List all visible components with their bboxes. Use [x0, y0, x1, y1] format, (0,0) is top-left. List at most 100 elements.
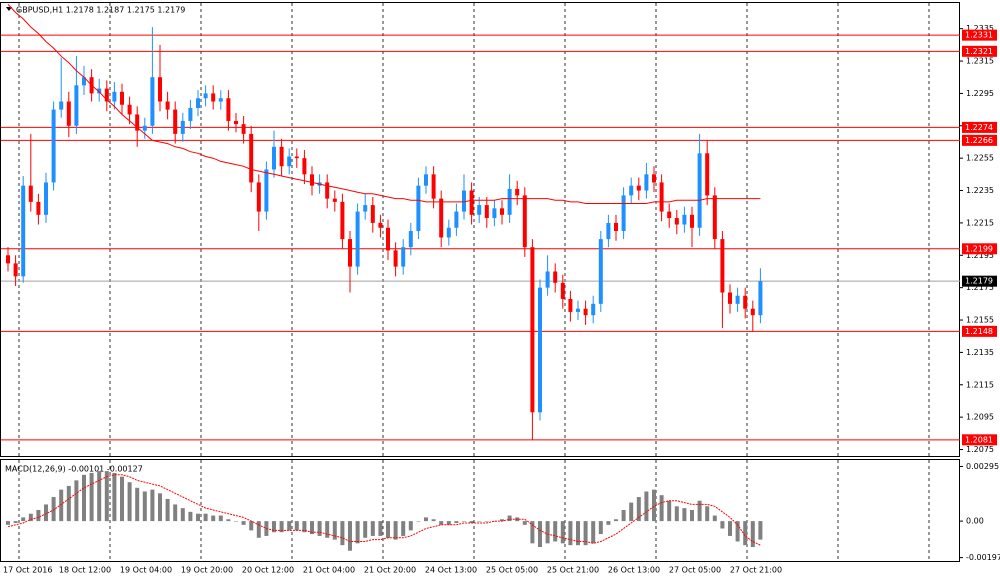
candle-body — [469, 190, 474, 215]
candle-body — [682, 214, 687, 225]
y-tick-label: 1.2135 — [966, 348, 994, 357]
candle-body — [530, 247, 535, 413]
macd-bar — [545, 521, 550, 544]
macd-bar — [249, 521, 254, 531]
y-tick-label: 1.2155 — [966, 316, 994, 325]
candle-body — [750, 308, 755, 316]
candle-body — [112, 91, 117, 102]
candle-body — [614, 222, 618, 231]
candle-body — [127, 104, 132, 115]
macd-bar — [462, 521, 466, 522]
level-label-box — [962, 134, 997, 146]
macd-bar — [370, 521, 375, 536]
candle-body — [636, 185, 641, 191]
candle-body — [203, 93, 208, 99]
candle-body — [735, 295, 740, 304]
macd-bar — [484, 521, 489, 522]
candle-body — [697, 153, 702, 228]
level-label: 1.2274 — [965, 123, 993, 132]
x-tick-label: 27 Oct 21:00 — [730, 566, 782, 575]
candle-body — [279, 146, 284, 167]
candle-body — [348, 239, 352, 267]
macd-bar — [234, 521, 238, 522]
candle-body — [120, 91, 124, 105]
x-tick-label: 18 Oct 12:00 — [59, 566, 111, 575]
macd-bar — [500, 519, 504, 522]
candle-body — [431, 174, 436, 199]
macd-bar — [135, 487, 140, 522]
macd-bar — [158, 493, 162, 522]
candle-body — [667, 211, 672, 219]
candle-body — [629, 185, 634, 196]
macd-bar — [279, 521, 284, 533]
macd-bar — [66, 485, 71, 522]
candle-body — [659, 182, 664, 212]
macd-bar — [218, 515, 223, 522]
macd-bar — [112, 472, 117, 522]
macd-bar — [302, 521, 307, 533]
candle-body — [36, 201, 41, 215]
candle-body — [568, 298, 573, 312]
macd-bar — [614, 519, 618, 522]
candle-body — [454, 211, 459, 228]
candle-body — [674, 218, 679, 225]
candle-body — [408, 231, 413, 248]
candle-body — [51, 109, 56, 183]
macd-bar — [606, 521, 611, 525]
macd-bar — [431, 519, 436, 522]
candle-body — [264, 169, 269, 212]
macd-bar — [652, 489, 656, 522]
candle-body — [256, 182, 261, 212]
macd-bar — [492, 521, 497, 522]
candle-body — [515, 188, 520, 196]
candle-body — [302, 158, 307, 175]
level-label: 1.2081 — [965, 435, 993, 444]
macd-bar — [553, 521, 558, 542]
y-tick-label: 1.2095 — [966, 413, 994, 422]
y-tick-label: 1.2255 — [966, 154, 994, 163]
candle-body — [522, 195, 527, 248]
macd-title: MACD(12,26,9) -0.00101 -0.00127 — [5, 465, 143, 474]
menu-arrow — [6, 7, 12, 11]
x-tick-label: 21 Oct 20:00 — [364, 566, 416, 575]
macd-bar — [583, 521, 588, 546]
macd-bar — [142, 491, 147, 522]
chart-title: GBPUSD,H1 1.2178 1.2187 1.2175 1.2179 — [16, 6, 185, 15]
macd-bar — [439, 521, 444, 525]
candle-body — [97, 88, 102, 94]
level-label: 1.2321 — [965, 47, 993, 56]
macd-bar — [104, 471, 109, 522]
candle-body — [446, 227, 451, 238]
candle-body — [416, 185, 421, 231]
candle-body — [591, 303, 596, 316]
macd-bar — [659, 495, 664, 522]
macd-bar — [507, 515, 512, 522]
y-tick-label: 1.2235 — [966, 186, 994, 195]
macd-bar — [629, 502, 634, 522]
macd-bar — [188, 511, 193, 522]
candle-body — [226, 98, 231, 121]
level-label-box — [962, 45, 997, 57]
candle-body — [294, 156, 299, 159]
macd-bar — [386, 521, 390, 538]
y-tick-label: 1.2195 — [966, 251, 994, 260]
candle-body — [218, 98, 223, 102]
level-label-box — [962, 325, 997, 337]
macd-bar — [51, 497, 56, 522]
macd-bar — [667, 500, 672, 522]
macd-bar — [241, 521, 246, 525]
level-label: 1.2199 — [965, 244, 993, 253]
candle-body — [234, 120, 238, 125]
candle-body — [598, 239, 603, 304]
signal-line — [7, 474, 761, 546]
macd-bar — [454, 521, 459, 523]
candle-body — [538, 287, 542, 413]
macd-bar — [150, 489, 155, 522]
macd-bar — [636, 497, 641, 522]
candle-body — [690, 214, 694, 228]
macd-bar — [393, 521, 398, 540]
macd-bar — [743, 521, 748, 546]
candle-body — [500, 208, 504, 215]
macd-bar — [591, 521, 596, 544]
level-label-box — [962, 29, 997, 41]
